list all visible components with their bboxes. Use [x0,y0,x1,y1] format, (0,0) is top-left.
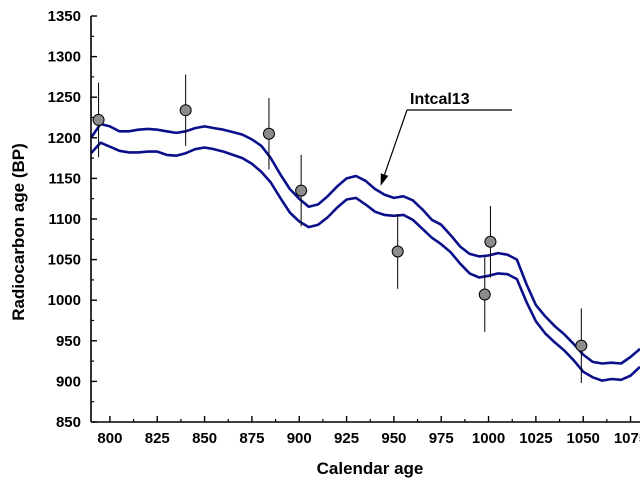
x-tick-label: 900 [287,430,312,447]
intcal13-lower-band-line [90,141,640,382]
data-point [92,113,105,126]
y-tick-label: 1250 [48,89,81,106]
y-axis-title: Radiocarbon age (BP) [9,143,28,321]
y-tick-label: 1050 [48,252,81,269]
y-tick-label: 950 [56,333,81,350]
ticks: 850 900 950 1000 1050 1100 1150 1200 1250 1300 135… [48,8,640,447]
annotation-arrowhead [380,173,389,186]
data-point [575,339,588,352]
y-tick-label: 1150 [48,170,81,187]
x-tick-label: 950 [381,430,406,447]
x-tick-label: 1025 [519,430,552,447]
y-tick-label: 1300 [48,49,81,66]
annotation-leader [383,109,408,175]
y-tick-label: 1350 [48,8,81,25]
data-point [262,127,275,140]
x-tick-label: 875 [239,430,264,447]
x-tick-label: 825 [145,430,170,447]
x-tick-label: 800 [97,430,122,447]
x-tick-label: 925 [334,430,359,447]
axes [90,16,640,423]
annotation-layer: Intcal13 [380,91,512,186]
x-tick-label: 1000 [472,430,505,447]
data-point [179,104,192,117]
y-tick-label: 850 [56,414,81,431]
x-tick-label: 1050 [567,430,600,447]
data-point [295,184,308,197]
data-point [478,288,491,301]
data-point [484,235,497,248]
calibration-band-layer [89,122,640,382]
x-tick-label: 850 [192,430,217,447]
x-tick-label: 975 [429,430,454,447]
data-point [391,245,404,258]
y-tick-label: 1000 [48,292,81,309]
y-tick-label: 900 [56,373,81,390]
y-tick-label: 1200 [48,130,81,147]
intcal13-label: Intcal13 [410,91,470,108]
intcal13-upper-band-line [89,122,640,365]
y-tick-label: 1100 [48,211,81,228]
x-tick-label: 1075 [614,430,640,447]
x-axis-title: Calendar age [317,459,424,478]
measurement-layer [92,74,588,384]
